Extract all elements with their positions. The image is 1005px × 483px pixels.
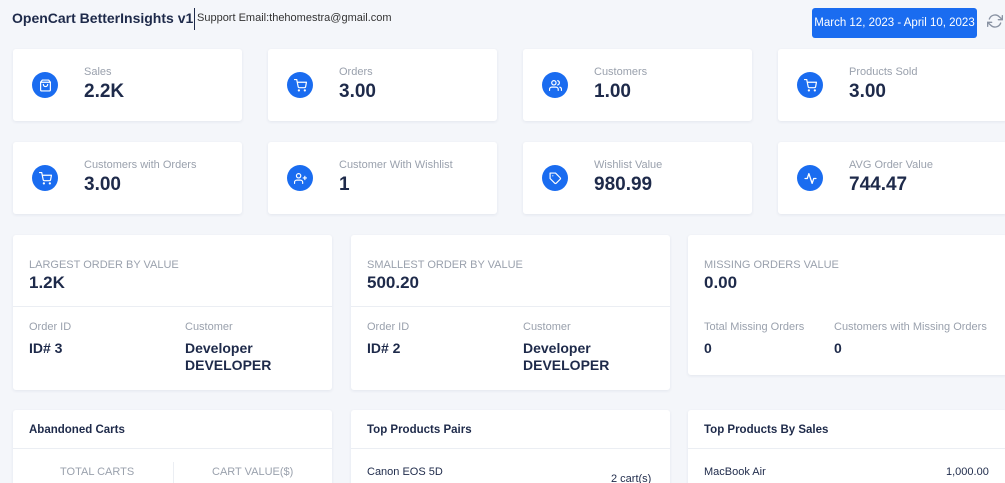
stat-card-customers: Customers 1.00 [523,49,752,121]
stat-card-avg-order-value: AVG Order Value 744.47 [778,142,1005,214]
cart-icon [32,165,58,191]
total-carts-header: TOTAL CARTS [60,466,135,478]
stat-value: 3.00 [339,81,376,102]
card-divider [351,306,670,307]
largest-order-label: LARGEST ORDER BY VALUE [29,259,179,271]
order-id-value: ID# 2 [367,340,401,356]
stat-card-customer-with-wishlist: Customer With Wishlist 1 [268,142,497,214]
stat-card-sales: Sales 2.2K [13,49,242,121]
order-id-label: Order ID [29,321,72,333]
customer-last-name: DEVELOPER [185,357,272,373]
stat-value: 2.2K [84,81,125,102]
stat-label: Wishlist Value [594,159,663,171]
cart-icon [797,72,823,98]
users-icon [542,72,568,98]
user-plus-icon [287,165,313,191]
customer-value: Developer DEVELOPER [523,340,609,374]
smallest-order-label: SMALLEST ORDER BY VALUE [367,259,523,271]
stat-value: 980.99 [594,174,653,195]
customer-last-name: DEVELOPER [523,357,610,373]
panel-title: Top Products Pairs [367,424,472,436]
activity-icon [797,165,823,191]
smallest-order-value: 500.20 [367,273,419,292]
stat-label: Orders [339,66,373,78]
stat-label: Products Sold [849,66,918,78]
refresh-icon[interactable] [987,13,1003,29]
customer-label: Customer [185,321,233,333]
stat-card-wishlist-value: Wishlist Value 980.99 [523,142,752,214]
product-pair-name: Canon EOS 5D [367,466,443,478]
stat-label: Sales [84,66,112,78]
stat-value: 1 [339,174,350,195]
product-pair-count: 2 cart(s) [611,473,652,483]
top-products-pairs-panel: Top Products Pairs Canon EOS 5D 2 cart(s… [351,410,670,483]
missing-orders-card: MISSING ORDERS VALUE 0.00 Total Missing … [688,235,1005,375]
product-sales-value: 1,000.00 [946,466,989,478]
header: OpenCart BetterInsights v1 Support Email… [12,8,1005,40]
cart-value-header: CART VALUE($) [212,466,294,478]
shopping-bag-icon [32,72,58,98]
card-divider [13,306,332,307]
stat-label: AVG Order Value [849,159,933,171]
abandoned-carts-panel: Abandoned Carts TOTAL CARTS CART VALUE($… [13,410,332,483]
stat-card-orders: Orders 3.00 [268,49,497,121]
largest-order-value: 1.2K [29,273,65,292]
total-missing-label: Total Missing Orders [704,321,805,333]
stat-label: Customer With Wishlist [339,159,453,171]
product-name: MacBook Air [704,466,766,478]
total-missing-value: 0 [704,340,712,356]
panel-title: Abandoned Carts [29,424,125,436]
panel-divider [688,448,1005,449]
stat-label: Customers [594,66,648,78]
panel-divider [351,448,670,449]
stat-value: 3.00 [849,81,886,102]
order-id-value: ID# 3 [29,340,63,356]
stat-card-products-sold: Products Sold 3.00 [778,49,1005,121]
missing-orders-value: 0.00 [704,273,738,292]
customer-first-name: Developer [185,340,253,356]
panel-title: Top Products By Sales [704,424,829,436]
stat-label: Customers with Orders [84,159,197,171]
column-separator [173,462,174,483]
customer-first-name: Developer [523,340,591,356]
customer-value: Developer DEVELOPER [185,340,271,374]
tag-icon [542,165,568,191]
customers-missing-value: 0 [834,340,842,356]
stat-value: 3.00 [84,174,121,195]
customers-missing-label: Customers with Missing Orders [834,321,987,333]
panel-divider [13,448,332,449]
largest-order-card: LARGEST ORDER BY VALUE 1.2K Order ID ID#… [13,235,332,390]
missing-orders-label: MISSING ORDERS VALUE [704,259,839,271]
stat-card-customers-with-orders: Customers with Orders 3.00 [13,142,242,214]
stat-value: 744.47 [849,174,908,195]
customer-label: Customer [523,321,571,333]
title-divider [194,8,195,30]
support-email: Support Email:thehomestra@gmail.com [197,12,392,24]
order-id-label: Order ID [367,321,410,333]
top-products-sales-panel: Top Products By Sales MacBook Air 1,000.… [688,410,1005,483]
stat-value: 1.00 [594,81,631,102]
date-range-button[interactable]: March 12, 2023 - April 10, 2023 [812,8,977,38]
smallest-order-card: SMALLEST ORDER BY VALUE 500.20 Order ID … [351,235,670,390]
cart-icon [287,72,313,98]
app-title: OpenCart BetterInsights v1 [12,10,194,26]
